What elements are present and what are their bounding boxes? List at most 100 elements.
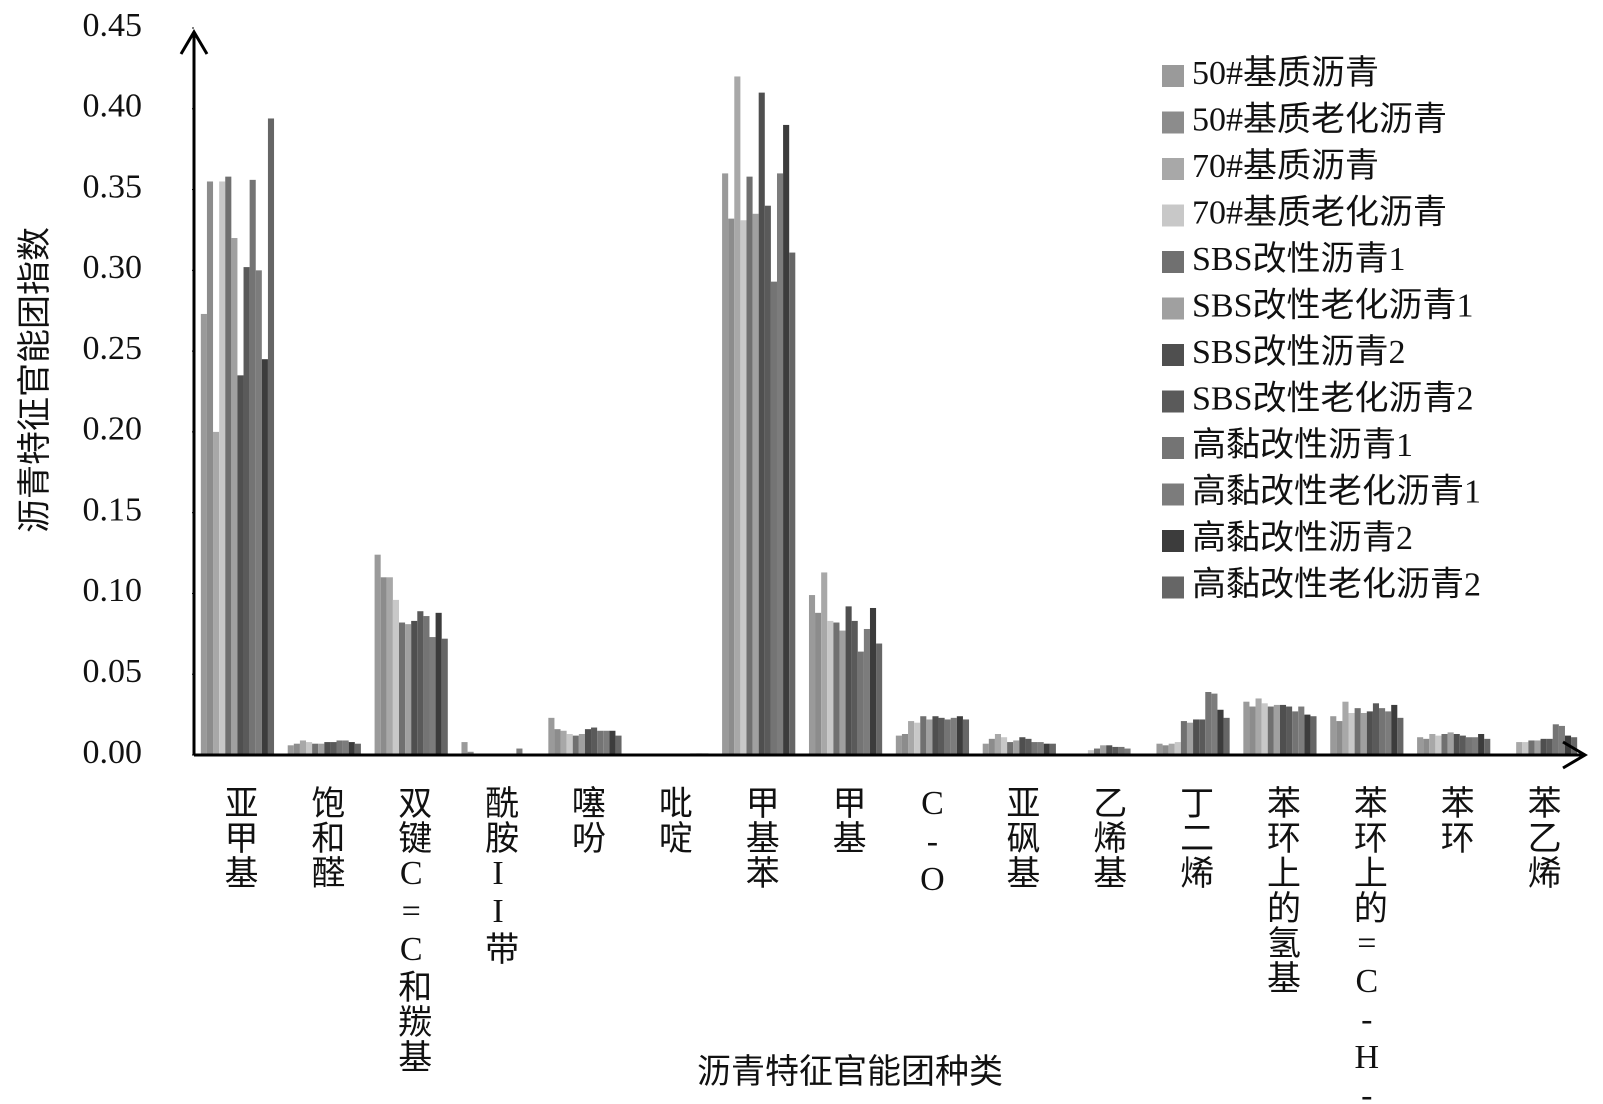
legend-swatch <box>1162 251 1184 273</box>
bar <box>1528 740 1535 755</box>
bar <box>411 620 418 755</box>
y-tick-label: 0.40 <box>83 88 143 125</box>
bar <box>1478 733 1485 755</box>
x-tick-label: 吡啶 <box>653 785 690 855</box>
bar <box>597 730 604 755</box>
bar <box>566 733 573 755</box>
bar <box>1261 703 1268 755</box>
bar <box>1453 733 1460 755</box>
bar <box>306 742 313 755</box>
bar <box>833 622 840 755</box>
legend-label: 高黏改性老化沥青2 <box>1192 565 1481 603</box>
bar <box>435 612 442 755</box>
bar <box>1100 745 1107 755</box>
x-tick-label: 噻吩 <box>566 785 603 855</box>
bar <box>1546 738 1553 755</box>
bar <box>392 599 399 755</box>
bar <box>1156 743 1163 755</box>
x-tick-label: 苯环上的=C-H- <box>1348 785 1386 1104</box>
bar <box>200 313 207 755</box>
bar <box>845 606 852 755</box>
bar <box>417 611 424 755</box>
bar <box>213 431 220 755</box>
legend-label: 50#基质沥青 <box>1192 54 1379 92</box>
bar <box>926 719 933 755</box>
bar <box>386 577 393 755</box>
legend-swatch <box>1162 437 1184 459</box>
bar <box>225 176 232 755</box>
bar <box>398 622 406 755</box>
bar <box>994 733 1002 755</box>
bar <box>1348 712 1355 755</box>
y-tick-label: 0.35 <box>83 168 143 205</box>
bar <box>1372 703 1380 755</box>
bar <box>249 179 256 755</box>
bar <box>988 738 995 755</box>
bar <box>516 748 523 755</box>
bar <box>441 638 448 755</box>
y-tick-label: 0.30 <box>83 249 143 286</box>
x-tick-label: 双键C=C和羰基 <box>393 785 432 1074</box>
bar <box>746 176 753 755</box>
bar <box>1025 738 1032 755</box>
legend-label: 70#基质沥青 <box>1192 147 1379 185</box>
bar <box>1397 717 1404 755</box>
bar <box>1522 742 1529 755</box>
bar <box>827 620 834 755</box>
bar <box>1249 706 1256 755</box>
bar <box>243 267 250 755</box>
bar <box>1360 712 1367 755</box>
x-tick-label: 甲基苯 <box>740 785 778 890</box>
bar <box>1516 742 1523 755</box>
bar <box>914 722 921 755</box>
x-tick-label: 甲基 <box>827 785 865 855</box>
bar <box>1001 737 1008 755</box>
x-tick-label: C-O <box>914 785 951 899</box>
bar <box>821 572 828 755</box>
bar <box>1435 735 1442 755</box>
bar <box>231 238 238 755</box>
x-axis-label: 沥青特征官能团种类 <box>697 1053 1003 1091</box>
bar <box>962 719 970 755</box>
bar <box>758 92 765 756</box>
bar <box>932 716 939 755</box>
bar <box>1273 704 1280 755</box>
bar <box>299 740 307 755</box>
bar <box>1471 737 1479 755</box>
bar <box>603 730 610 755</box>
legend-label: SBS改性老化沥青1 <box>1192 286 1474 324</box>
bar <box>1484 738 1491 755</box>
bar <box>1093 748 1101 755</box>
bar <box>267 118 275 755</box>
bar <box>1205 691 1212 755</box>
bar <box>1366 711 1373 755</box>
bar <box>770 281 777 755</box>
bar <box>950 717 957 755</box>
x-tick-label: 苯乙烯 <box>1522 785 1560 890</box>
legend-swatch <box>1162 483 1184 506</box>
x-tick-label: 饱和醛 <box>306 785 345 890</box>
bar <box>591 727 598 755</box>
bar <box>1379 708 1386 755</box>
bar <box>467 751 474 755</box>
bar <box>609 730 616 755</box>
bar <box>1019 737 1026 755</box>
bar <box>1330 716 1337 755</box>
bar <box>863 628 870 755</box>
bar <box>783 124 790 755</box>
bar <box>1417 737 1424 755</box>
bar <box>752 213 759 756</box>
bar <box>1304 714 1311 755</box>
bar <box>1385 711 1392 755</box>
legend-swatch <box>1162 158 1184 180</box>
bar <box>1168 743 1175 755</box>
bar <box>808 595 816 755</box>
bar <box>423 616 430 755</box>
legend-swatch <box>1162 111 1184 134</box>
bar <box>261 359 268 755</box>
bar <box>1279 704 1287 755</box>
bar <box>1558 725 1565 755</box>
legend-swatch <box>1162 344 1184 366</box>
bar <box>578 733 585 755</box>
